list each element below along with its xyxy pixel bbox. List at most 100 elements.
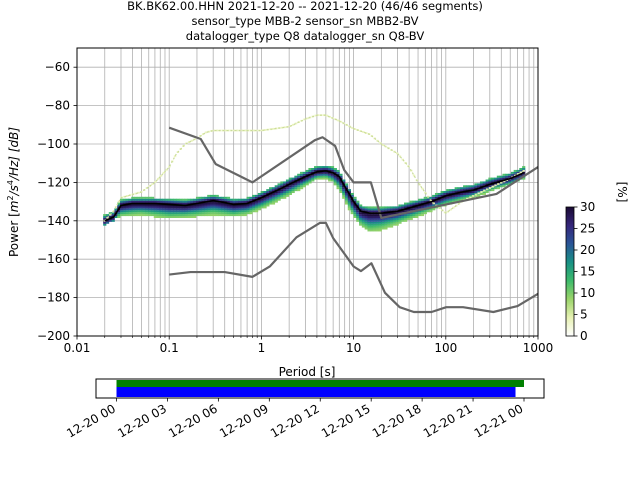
density-cell [125, 208, 129, 211]
density-cell [170, 202, 174, 205]
density-cell [190, 216, 194, 218]
density-cell-outlier [151, 183, 154, 185]
density-cell [322, 175, 326, 178]
density-cell [423, 206, 427, 209]
density-cell [297, 183, 301, 186]
density-cell-outlier [339, 120, 343, 123]
density-cell [243, 206, 247, 209]
density-cell [190, 206, 194, 209]
density-cell [271, 200, 276, 203]
density-cell [260, 200, 264, 203]
ppsd-plot: 0.01 0.1 1 10 100 1000 −200 −180 −160 −140 −120 −1… [6, 47, 553, 379]
density-cell [150, 206, 155, 209]
density-cell [134, 200, 138, 203]
timeline-tick-label: 12-20 12 [268, 401, 322, 440]
density-cell [159, 204, 163, 207]
density-cell [170, 208, 174, 211]
density-cell [232, 210, 236, 213]
density-cell [142, 212, 146, 215]
density-cell [238, 200, 242, 203]
colorbar-tick-label: 15 [580, 265, 595, 279]
density-cell [311, 169, 315, 172]
density-cell [311, 168, 315, 170]
density-cell [249, 210, 253, 213]
density-cell [257, 194, 262, 197]
density-cell-outlier [204, 131, 208, 134]
density-cell [308, 175, 312, 178]
density-cell-outlier [213, 129, 216, 132]
density-cell [210, 210, 214, 213]
density-cell [134, 204, 138, 207]
density-cell [224, 196, 228, 199]
density-cell [302, 177, 306, 180]
density-cell [395, 223, 399, 226]
density-cell [510, 179, 515, 182]
density-cell [330, 177, 335, 180]
density-cell [406, 216, 411, 218]
density-cell [128, 204, 132, 207]
density-cell [128, 198, 132, 201]
x-tick-label: 1 [258, 341, 266, 355]
colorbar-tick-label: 10 [580, 286, 595, 300]
density-cell-outlier [314, 114, 317, 117]
density-cell [502, 173, 506, 176]
density-cell [319, 175, 323, 178]
density-cell [361, 208, 366, 211]
density-cell [463, 192, 467, 195]
density-cell [499, 177, 503, 180]
density-cell [325, 166, 329, 169]
density-cell [243, 208, 247, 211]
density-cell [440, 198, 444, 201]
density-cell [493, 179, 498, 182]
density-cell [187, 198, 191, 201]
density-cell [254, 206, 259, 209]
density-cell [218, 210, 222, 213]
density-cell [328, 168, 332, 170]
density-cell [153, 198, 157, 201]
density-cell [373, 227, 377, 230]
density-cell [322, 166, 326, 169]
density-cell [384, 223, 388, 226]
density-cell-outlier [134, 192, 137, 195]
density-cell [285, 181, 290, 184]
density-cell [181, 206, 186, 209]
density-cell [299, 185, 304, 188]
density-cell [356, 210, 360, 213]
density-cell [156, 210, 160, 213]
density-cell [446, 196, 450, 199]
density-cell [249, 208, 253, 211]
density-cell [162, 200, 166, 203]
density-cell [359, 204, 363, 207]
density-cell [269, 191, 273, 194]
density-cell [142, 204, 146, 207]
title-block: BK.BK62.00.HHN 2021-12-20 -- 2021-12-20 … [127, 0, 483, 43]
density-cell [291, 191, 295, 194]
density-cell [373, 214, 377, 217]
density-cell [269, 196, 273, 199]
density-cell [350, 212, 354, 215]
noise-model-nhnm [168, 126, 539, 220]
density-cell-outlier [421, 187, 424, 190]
density-cell [122, 214, 127, 217]
density-cell [440, 192, 444, 195]
density-cell [336, 183, 340, 186]
density-cell-outlier [137, 191, 140, 194]
density-cell [207, 204, 211, 207]
density-cell [187, 200, 191, 203]
density-cell [179, 216, 183, 218]
density-cell [429, 210, 433, 213]
density-cell [404, 202, 408, 205]
density-cell [165, 210, 169, 213]
density-cell [229, 200, 233, 203]
colorbar-tick-label: 0 [580, 329, 588, 343]
density-cell [384, 206, 388, 209]
density-cell [389, 206, 394, 209]
density-cell [153, 212, 157, 215]
density-cell [134, 212, 138, 215]
y-tick-label: −200 [37, 329, 70, 343]
density-cell [111, 217, 115, 220]
density-cell [221, 202, 225, 205]
density-cell [167, 206, 172, 209]
density-cell [367, 217, 371, 220]
density-cell [224, 204, 228, 207]
